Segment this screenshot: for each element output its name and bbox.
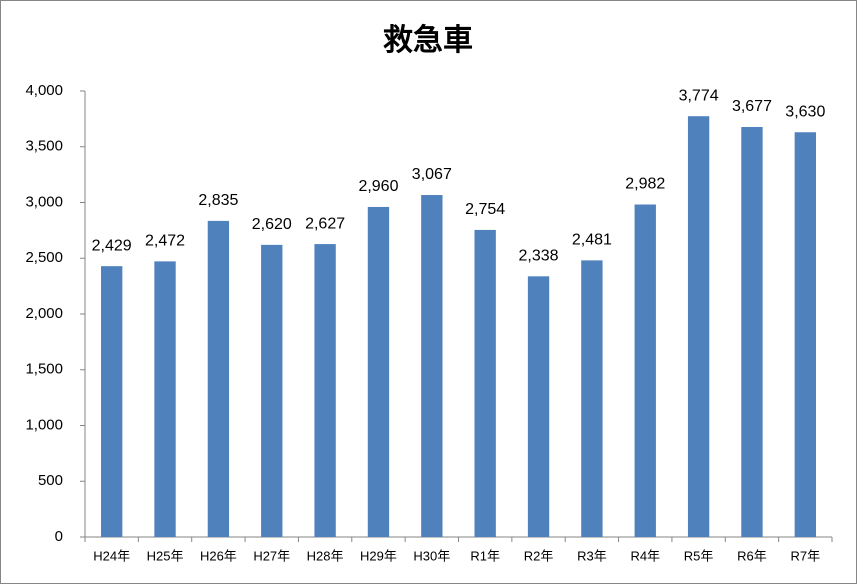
bar bbox=[581, 260, 603, 537]
bar bbox=[314, 244, 336, 538]
bar bbox=[634, 204, 656, 537]
x-tick-label: R7年 bbox=[791, 548, 821, 563]
value-label: 2,481 bbox=[572, 232, 612, 249]
x-tick-label: R6年 bbox=[737, 548, 767, 563]
bar bbox=[261, 244, 283, 537]
bar bbox=[207, 220, 230, 537]
x-tick-label: H27年 bbox=[253, 548, 290, 563]
y-tick-label: 0 bbox=[55, 528, 63, 545]
x-tick-label: R5年 bbox=[684, 548, 714, 563]
y-tick-label: 2,000 bbox=[25, 305, 63, 322]
value-label: 3,677 bbox=[732, 98, 772, 115]
value-label: 2,627 bbox=[305, 215, 345, 232]
x-tick-label: H29年 bbox=[360, 548, 397, 563]
x-tick-label: R2年 bbox=[524, 548, 554, 563]
y-tick-label: 1,000 bbox=[25, 416, 63, 433]
value-label: 2,338 bbox=[519, 248, 559, 265]
x-tick-label: R1年 bbox=[470, 548, 500, 563]
x-tick-label: H26年 bbox=[200, 548, 237, 563]
value-label: 2,982 bbox=[625, 176, 665, 193]
x-tick-label: R3年 bbox=[577, 548, 607, 563]
bar bbox=[474, 229, 496, 537]
x-tick-label: H30年 bbox=[413, 548, 450, 563]
y-tick-label: 2,500 bbox=[25, 249, 63, 266]
bar bbox=[527, 276, 550, 537]
value-label: 2,960 bbox=[358, 178, 398, 195]
y-tick-label: 1,500 bbox=[25, 361, 63, 378]
bar bbox=[794, 132, 816, 537]
value-label: 3,774 bbox=[679, 87, 719, 104]
value-label: 2,835 bbox=[198, 192, 238, 209]
value-label: 3,630 bbox=[785, 103, 825, 120]
y-tick-label: 3,000 bbox=[25, 193, 63, 210]
x-tick-label: H28年 bbox=[307, 548, 344, 563]
y-tick-label: 4,000 bbox=[25, 82, 63, 99]
value-label: 3,067 bbox=[412, 166, 452, 183]
x-tick-label: H24年 bbox=[93, 548, 130, 563]
x-tick-label: H25年 bbox=[147, 548, 184, 563]
y-tick-label: 500 bbox=[38, 472, 63, 489]
value-label: 2,429 bbox=[92, 237, 132, 254]
value-label: 2,754 bbox=[465, 201, 505, 218]
value-label: 2,620 bbox=[252, 216, 292, 233]
bar bbox=[421, 195, 443, 538]
bar bbox=[101, 266, 123, 537]
value-label: 2,472 bbox=[145, 233, 185, 250]
chart-title: 救急車 bbox=[383, 24, 473, 57]
bar bbox=[687, 116, 710, 537]
bar bbox=[367, 206, 390, 537]
y-tick-label: 3,500 bbox=[25, 138, 63, 155]
bar bbox=[741, 127, 763, 538]
bar bbox=[154, 261, 176, 537]
x-tick-label: R4年 bbox=[630, 548, 660, 563]
